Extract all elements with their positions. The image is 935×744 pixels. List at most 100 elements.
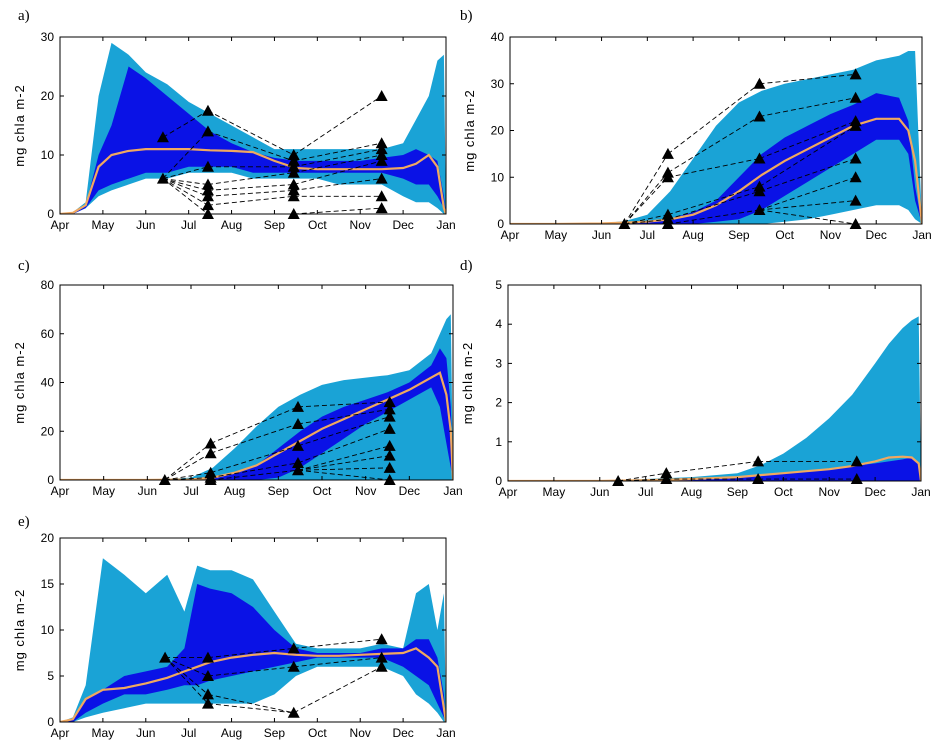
x-tick-label: Jan <box>436 726 455 740</box>
x-tick-label: Apr <box>51 484 70 498</box>
y-tick-label: 5 <box>495 278 502 292</box>
x-tick-label: Sep <box>727 485 749 499</box>
panel-d: d) 0 1 2 3 4 5 Apr May Jun Jul Aug Sep Oct Nov Dec Jan mg… <box>460 258 931 499</box>
x-tick-label: Oct <box>774 485 793 499</box>
observation-connector <box>210 469 299 481</box>
x-tick-label: Sep <box>264 726 286 740</box>
inner-range-band <box>60 66 446 214</box>
inner-range-band <box>508 457 921 481</box>
observation-connector <box>162 178 209 191</box>
observation-marker <box>291 417 304 429</box>
observation-marker <box>287 660 300 672</box>
y-axis-label: mg chla m-2 <box>462 89 477 172</box>
observation-connector <box>164 452 211 481</box>
x-tick-label: Sep <box>264 218 286 232</box>
observation-marker <box>201 190 214 202</box>
observation-connector <box>210 445 299 474</box>
x-tick-label: May <box>544 228 567 242</box>
observation-connector <box>162 178 209 206</box>
x-tick-label: Apr <box>501 228 520 242</box>
y-tick-label: 20 <box>41 89 55 103</box>
observation-marker <box>383 396 396 407</box>
observation-marker <box>753 185 766 197</box>
observation-connector <box>297 469 390 481</box>
observation-marker <box>201 125 214 137</box>
y-tick-label: 15 <box>41 577 55 591</box>
observation-connector <box>162 110 209 138</box>
observation-marker <box>204 437 217 449</box>
observation-marker <box>201 688 214 700</box>
observation-marker <box>291 464 304 476</box>
observation-marker <box>287 160 300 172</box>
observation-marker <box>375 660 388 672</box>
observation-marker <box>201 199 214 211</box>
observation-connector <box>207 703 294 714</box>
y-tick-label: 0 <box>47 207 54 221</box>
observation-connector <box>297 428 390 464</box>
x-tick-label: Jan <box>443 484 462 498</box>
observation-marker <box>660 467 673 479</box>
observation-connector <box>624 218 668 225</box>
observation-marker <box>375 154 388 166</box>
panel-e: e) 0 5 10 15 20 Apr May Jun Jul Aug Sep Oct Nov Dec Jan… <box>12 514 456 740</box>
observation-marker <box>201 651 214 663</box>
x-tick-label: Nov <box>350 726 371 740</box>
observation-marker <box>849 171 862 183</box>
y-tick-label: 10 <box>41 623 55 637</box>
observation-connector <box>293 178 382 191</box>
observation-connector <box>293 142 382 162</box>
observation-marker <box>291 456 304 468</box>
observation-connector <box>293 95 382 156</box>
x-tick-label: Sep <box>728 228 750 242</box>
observation-marker <box>287 184 300 196</box>
observation-connector <box>210 462 299 479</box>
x-tick-label: Sep <box>268 484 290 498</box>
observation-marker <box>375 137 388 149</box>
y-tick-label: 0 <box>47 715 54 729</box>
y-tick-label: 0 <box>47 473 54 487</box>
observation-marker <box>156 172 169 184</box>
observation-connector <box>624 153 669 225</box>
observation-connector <box>618 472 667 482</box>
observation-connector <box>667 83 760 155</box>
observation-marker <box>375 172 388 184</box>
observation-connector <box>164 657 209 704</box>
outer-range-band <box>510 51 922 224</box>
x-tick-label: Jul <box>638 485 653 499</box>
observation-marker <box>291 400 304 412</box>
median-line <box>60 148 446 214</box>
x-tick-label: Jun <box>590 485 609 499</box>
x-tick-label: Jul <box>640 228 655 242</box>
x-tick-label: Aug <box>224 484 245 498</box>
observation-marker <box>375 190 388 202</box>
y-tick-label: 60 <box>41 327 55 341</box>
observation-connector <box>207 110 294 156</box>
panel-label: e) <box>18 514 30 530</box>
observation-connector <box>759 125 856 187</box>
y-axis-label: mg chla m-2 <box>460 342 475 425</box>
observation-connector <box>297 401 390 408</box>
x-tick-label: Nov <box>355 484 376 498</box>
observation-connector <box>293 666 382 714</box>
observation-marker <box>850 455 863 467</box>
y-tick-label: 4 <box>495 317 502 331</box>
observation-connector <box>759 200 856 211</box>
x-tick-label: Nov <box>819 485 840 499</box>
observation-connector <box>210 423 299 454</box>
x-tick-label: Aug <box>681 485 702 499</box>
x-tick-label: Aug <box>682 228 703 242</box>
observation-marker <box>201 697 214 709</box>
observation-marker <box>383 403 396 415</box>
observation-marker <box>201 178 214 190</box>
observation-marker <box>375 651 388 663</box>
median-line <box>60 647 446 722</box>
observation-marker <box>287 149 300 160</box>
observation-marker <box>287 166 300 178</box>
observation-marker <box>287 706 300 718</box>
observation-marker <box>383 422 396 434</box>
y-tick-label: 0 <box>497 217 504 231</box>
x-tick-label: Jan <box>436 218 455 232</box>
x-tick-label: Jul <box>181 726 196 740</box>
x-tick-label: Jun <box>136 218 155 232</box>
x-tick-label: Oct <box>308 218 327 232</box>
